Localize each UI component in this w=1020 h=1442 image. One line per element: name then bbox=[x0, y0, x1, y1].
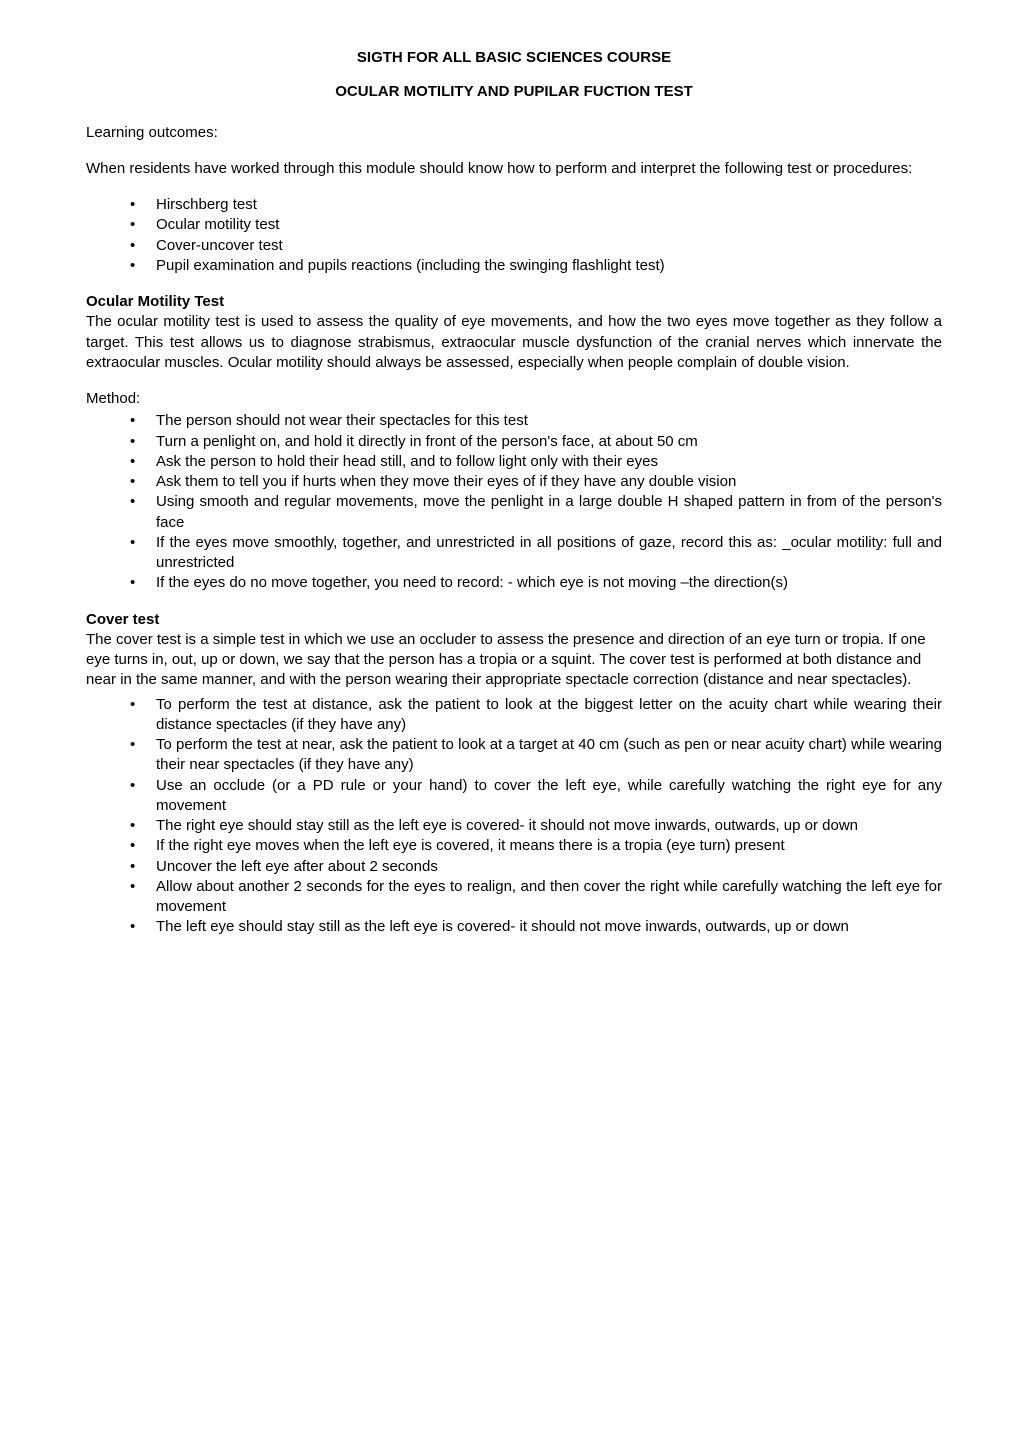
list-item: Cover-uncover test bbox=[130, 236, 942, 256]
learning-outcomes-intro: When residents have worked through this … bbox=[86, 159, 942, 179]
ocular-motility-method-list: The person should not wear their spectac… bbox=[86, 411, 942, 593]
document-page: SIGTH FOR ALL BASIC SCIENCES COURSE OCUL… bbox=[0, 0, 1020, 1442]
list-item: Pupil examination and pupils reactions (… bbox=[130, 256, 942, 276]
list-item: Using smooth and regular movements, move… bbox=[130, 492, 942, 533]
list-item: To perform the test at distance, ask the… bbox=[130, 695, 942, 736]
list-item: Ask the person to hold their head still,… bbox=[130, 452, 942, 472]
list-item: If the right eye moves when the left eye… bbox=[130, 836, 942, 856]
cover-test-list: To perform the test at distance, ask the… bbox=[86, 695, 942, 938]
list-item: Uncover the left eye after about 2 secon… bbox=[130, 857, 942, 877]
learning-outcomes-heading: Learning outcomes: bbox=[86, 123, 942, 143]
list-item: The left eye should stay still as the le… bbox=[130, 917, 942, 937]
list-item: Turn a penlight on, and hold it directly… bbox=[130, 432, 942, 452]
list-item: If the eyes do no move together, you nee… bbox=[130, 573, 942, 593]
list-item: If the eyes move smoothly, together, and… bbox=[130, 533, 942, 574]
list-item: Hirschberg test bbox=[130, 195, 942, 215]
list-item: The person should not wear their spectac… bbox=[130, 411, 942, 431]
ocular-motility-heading: Ocular Motility Test bbox=[86, 292, 942, 312]
list-item: Use an occlude (or a PD rule or your han… bbox=[130, 776, 942, 817]
ocular-motility-body: The ocular motility test is used to asse… bbox=[86, 312, 942, 373]
method-label: Method: bbox=[86, 389, 942, 409]
course-title: SIGTH FOR ALL BASIC SCIENCES COURSE bbox=[86, 48, 942, 68]
list-item: The right eye should stay still as the l… bbox=[130, 816, 942, 836]
cover-test-body: The cover test is a simple test in which… bbox=[86, 630, 942, 691]
cover-test-heading: Cover test bbox=[86, 610, 942, 630]
list-item: To perform the test at near, ask the pat… bbox=[130, 735, 942, 776]
module-title: OCULAR MOTILITY AND PUPILAR FUCTION TEST bbox=[86, 82, 942, 102]
list-item: Ask them to tell you if hurts when they … bbox=[130, 472, 942, 492]
list-item: Allow about another 2 seconds for the ey… bbox=[130, 877, 942, 918]
list-item: Ocular motility test bbox=[130, 215, 942, 235]
learning-outcomes-list: Hirschberg test Ocular motility test Cov… bbox=[86, 195, 942, 276]
